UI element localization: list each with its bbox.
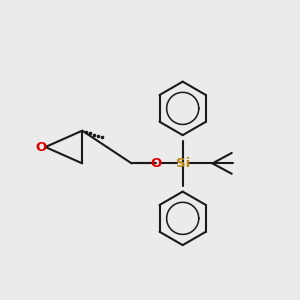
Text: O: O: [35, 140, 46, 154]
Text: Si: Si: [176, 157, 190, 170]
Text: O: O: [150, 157, 162, 170]
